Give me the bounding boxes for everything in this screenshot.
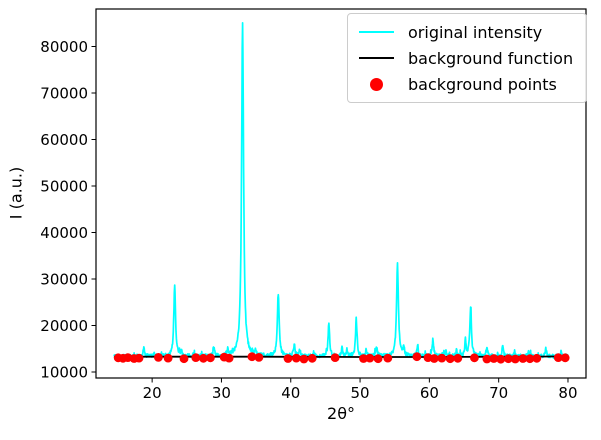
background-point [191, 353, 201, 362]
background-point [134, 353, 144, 363]
y-tick-label: 80000 [40, 38, 88, 56]
background-point [307, 353, 317, 363]
background-point [496, 354, 506, 364]
background-point [412, 352, 422, 362]
background-point [299, 354, 309, 364]
background-point [154, 353, 163, 362]
legend-label-background-points: background points [408, 74, 557, 94]
background-point [247, 352, 257, 362]
background-point [560, 353, 570, 363]
background-point [532, 353, 542, 363]
black-line-swatch-icon [359, 57, 394, 59]
x-tick-label: 50 [351, 384, 370, 402]
background-point [365, 353, 375, 363]
y-axis-label: I (a.u.) [6, 166, 26, 220]
y-tick-label: 70000 [40, 85, 88, 103]
x-tick-label: 20 [143, 384, 162, 402]
background-point [510, 354, 520, 364]
x-tick-label: 30 [212, 384, 231, 402]
background-point [206, 353, 215, 363]
legend-item-background-function: background function [348, 45, 586, 71]
y-tick-label: 60000 [40, 131, 88, 149]
legend-item-original-intensity: original intensity [348, 19, 586, 45]
x-tick-label: 40 [281, 384, 300, 402]
background-point [330, 353, 340, 362]
background-point [163, 353, 173, 363]
cyan-line-swatch-icon [359, 31, 394, 33]
background-point [291, 353, 301, 363]
x-tick-label: 70 [489, 384, 508, 402]
background-point [470, 353, 479, 363]
background-point [429, 354, 439, 363]
background-point [437, 353, 447, 363]
x-tick-label: 80 [558, 384, 577, 402]
background-point [373, 354, 383, 364]
axes-frame [95, 8, 587, 379]
red-dot-swatch-icon [370, 77, 383, 91]
y-tick-label: 50000 [40, 178, 88, 196]
background-point [453, 353, 463, 363]
background-point [518, 354, 528, 363]
background-point [504, 354, 513, 364]
legend-label-background-function: background function [408, 48, 574, 68]
background-point [383, 353, 393, 363]
background-point [199, 353, 208, 363]
legend-item-background-points: background points [348, 71, 586, 97]
background-point [254, 353, 264, 362]
legend-label-original-intensity: original intensity [408, 22, 543, 42]
background-point [283, 354, 293, 363]
background-point [179, 354, 189, 364]
legend: original intensity background function b… [347, 13, 587, 103]
background-point [489, 354, 499, 363]
background-point [482, 354, 492, 364]
x-tick-label: 60 [420, 384, 439, 402]
background-point [553, 353, 563, 362]
y-tick-label: 10000 [40, 364, 88, 382]
background-point [445, 354, 455, 364]
y-tick-label: 40000 [40, 224, 88, 242]
background-point [359, 354, 368, 363]
background-point [525, 354, 535, 364]
y-tick-label: 30000 [40, 271, 88, 289]
x-axis-label: 2θ° [327, 404, 355, 423]
y-tick-label: 20000 [40, 317, 88, 335]
background-point [224, 353, 234, 363]
